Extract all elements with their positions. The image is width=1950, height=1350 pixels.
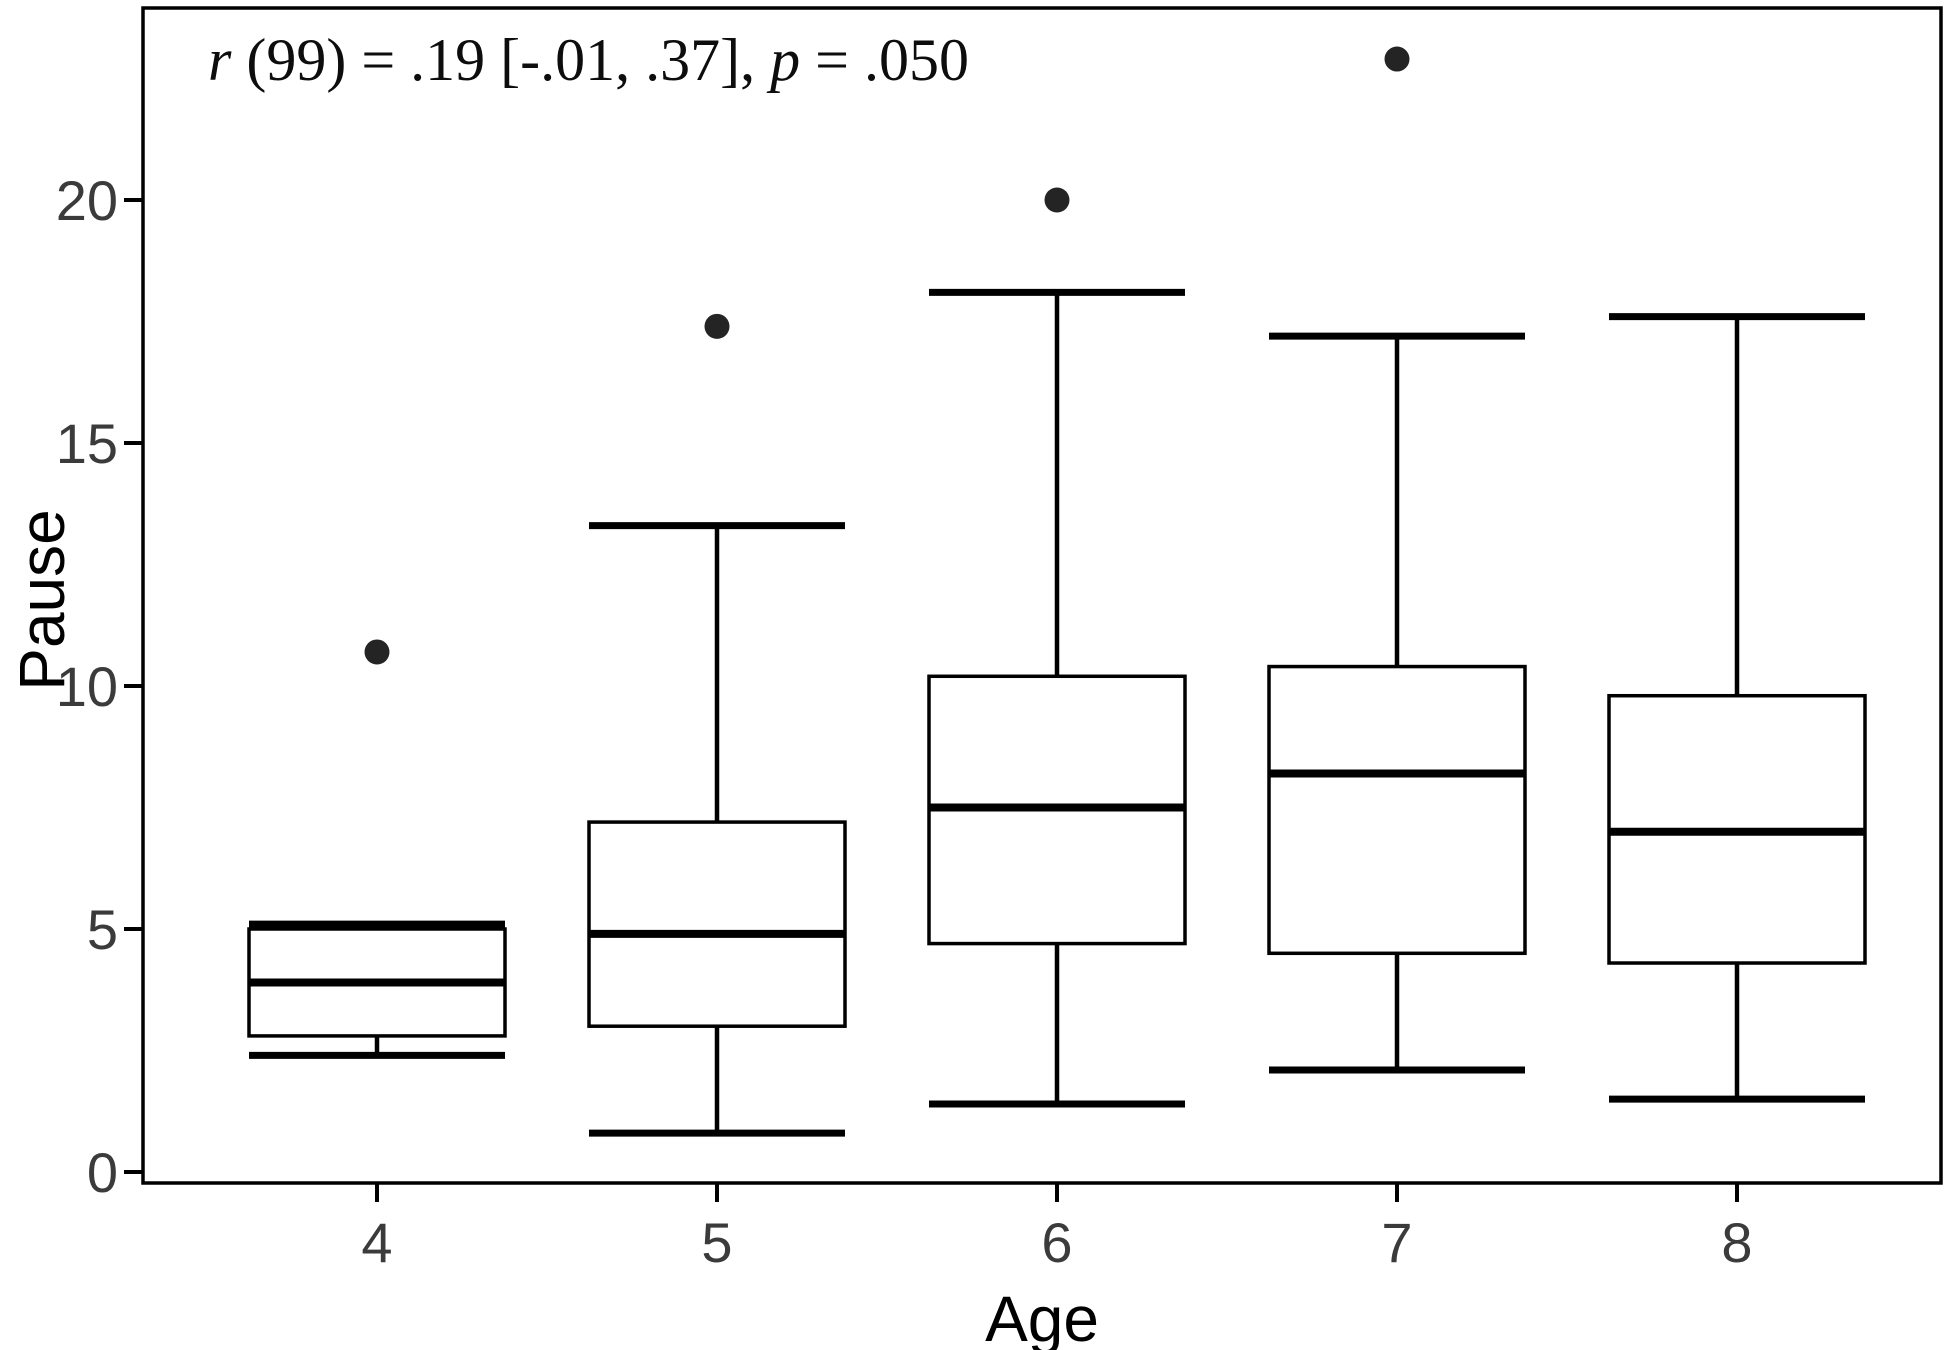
stat-r-symbol: r (208, 27, 232, 93)
y-tick-label-20: 20 (56, 169, 118, 232)
outlier-age-7-0 (1384, 46, 1410, 72)
x-tick-label-7: 7 (1381, 1211, 1412, 1274)
outlier-age-5-0 (704, 313, 730, 339)
stat-middle-text: (99) = .19 [-.01, .37], (231, 27, 771, 93)
outlier-age-4-0 (364, 639, 390, 665)
y-tick-label-15: 15 (56, 412, 118, 475)
stat-p-symbol: p (770, 27, 801, 93)
stat-p-value: = .050 (800, 27, 969, 93)
x-tick-label-8: 8 (1721, 1211, 1752, 1274)
panel-border (141, 6, 1943, 1185)
y-tick-label-0: 0 (87, 1141, 118, 1204)
outlier-age-6-0 (1044, 187, 1070, 213)
y-axis-title: Pause (6, 509, 78, 691)
stats-annotation: r (99) = .19 [-.01, .37], p = .050 (208, 26, 969, 95)
x-tick-label-6: 6 (1041, 1211, 1072, 1274)
x-axis-title: Age (985, 1283, 1099, 1350)
x-tick-label-5: 5 (701, 1211, 732, 1274)
y-tick-label-10: 10 (56, 655, 118, 718)
x-tick-label-4: 4 (361, 1211, 392, 1274)
box-age-5 (587, 820, 847, 1028)
y-tick-label-5: 5 (87, 898, 118, 961)
box-age-7 (1267, 664, 1527, 956)
